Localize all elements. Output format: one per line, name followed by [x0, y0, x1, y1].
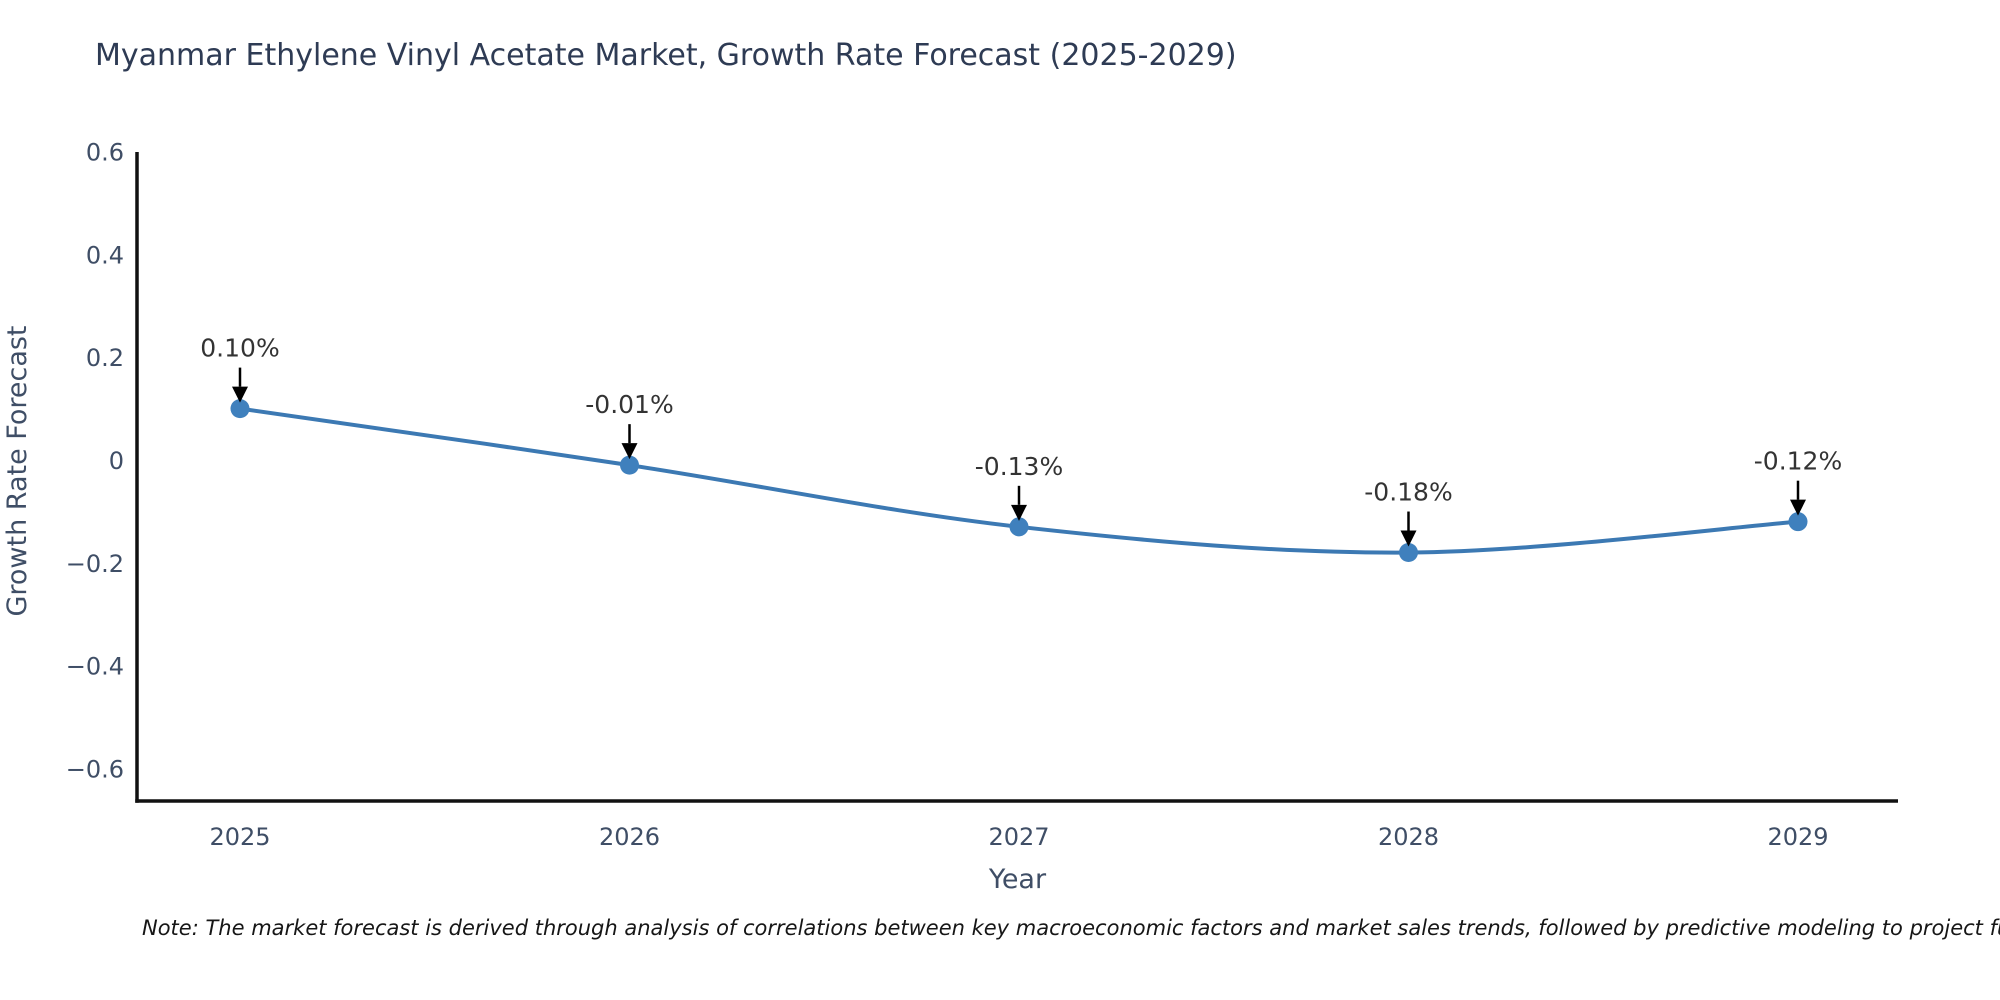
y-axis-title: Growth Rate Forecast [2, 325, 33, 616]
data-point-label: -0.18% [1364, 478, 1452, 507]
x-tick-label: 2027 [988, 823, 1049, 851]
y-tick-label: 0.6 [86, 139, 124, 167]
x-tick-label: 2028 [1378, 823, 1439, 851]
y-tick-label: −0.4 [66, 653, 124, 681]
y-tick-label: −0.6 [66, 755, 124, 783]
data-point-label: 0.10% [200, 334, 279, 363]
y-tick-label: 0.4 [86, 241, 124, 269]
chart-title: Myanmar Ethylene Vinyl Acetate Market, G… [95, 38, 1237, 73]
y-tick-label: −0.2 [66, 550, 124, 578]
annotation-arrow-head [1400, 530, 1417, 547]
y-tick-label: 0.2 [86, 344, 124, 372]
data-point-marker [1399, 543, 1418, 563]
data-point-label: -0.13% [975, 452, 1063, 481]
data-point-label: -0.01% [585, 390, 673, 419]
annotation-arrow-head [621, 443, 638, 460]
x-tick-label: 2026 [599, 823, 660, 851]
data-point-label: -0.12% [1754, 447, 1842, 476]
x-tick-label: 2025 [209, 823, 270, 851]
annotation-arrow-head [232, 386, 248, 403]
annotation-arrow-head [1790, 499, 1806, 516]
x-axis-title: Year [988, 864, 1047, 895]
x-tick-label: 2029 [1767, 823, 1828, 851]
data-point-marker [1009, 517, 1029, 537]
data-point-marker [620, 455, 639, 475]
y-tick-label: 0 [109, 447, 124, 475]
data-point-marker [1788, 512, 1808, 532]
annotation-arrow-head [1011, 504, 1027, 521]
footnote-text: Note: The market forecast is derived thr… [142, 916, 2000, 940]
data-point-marker [230, 399, 250, 419]
